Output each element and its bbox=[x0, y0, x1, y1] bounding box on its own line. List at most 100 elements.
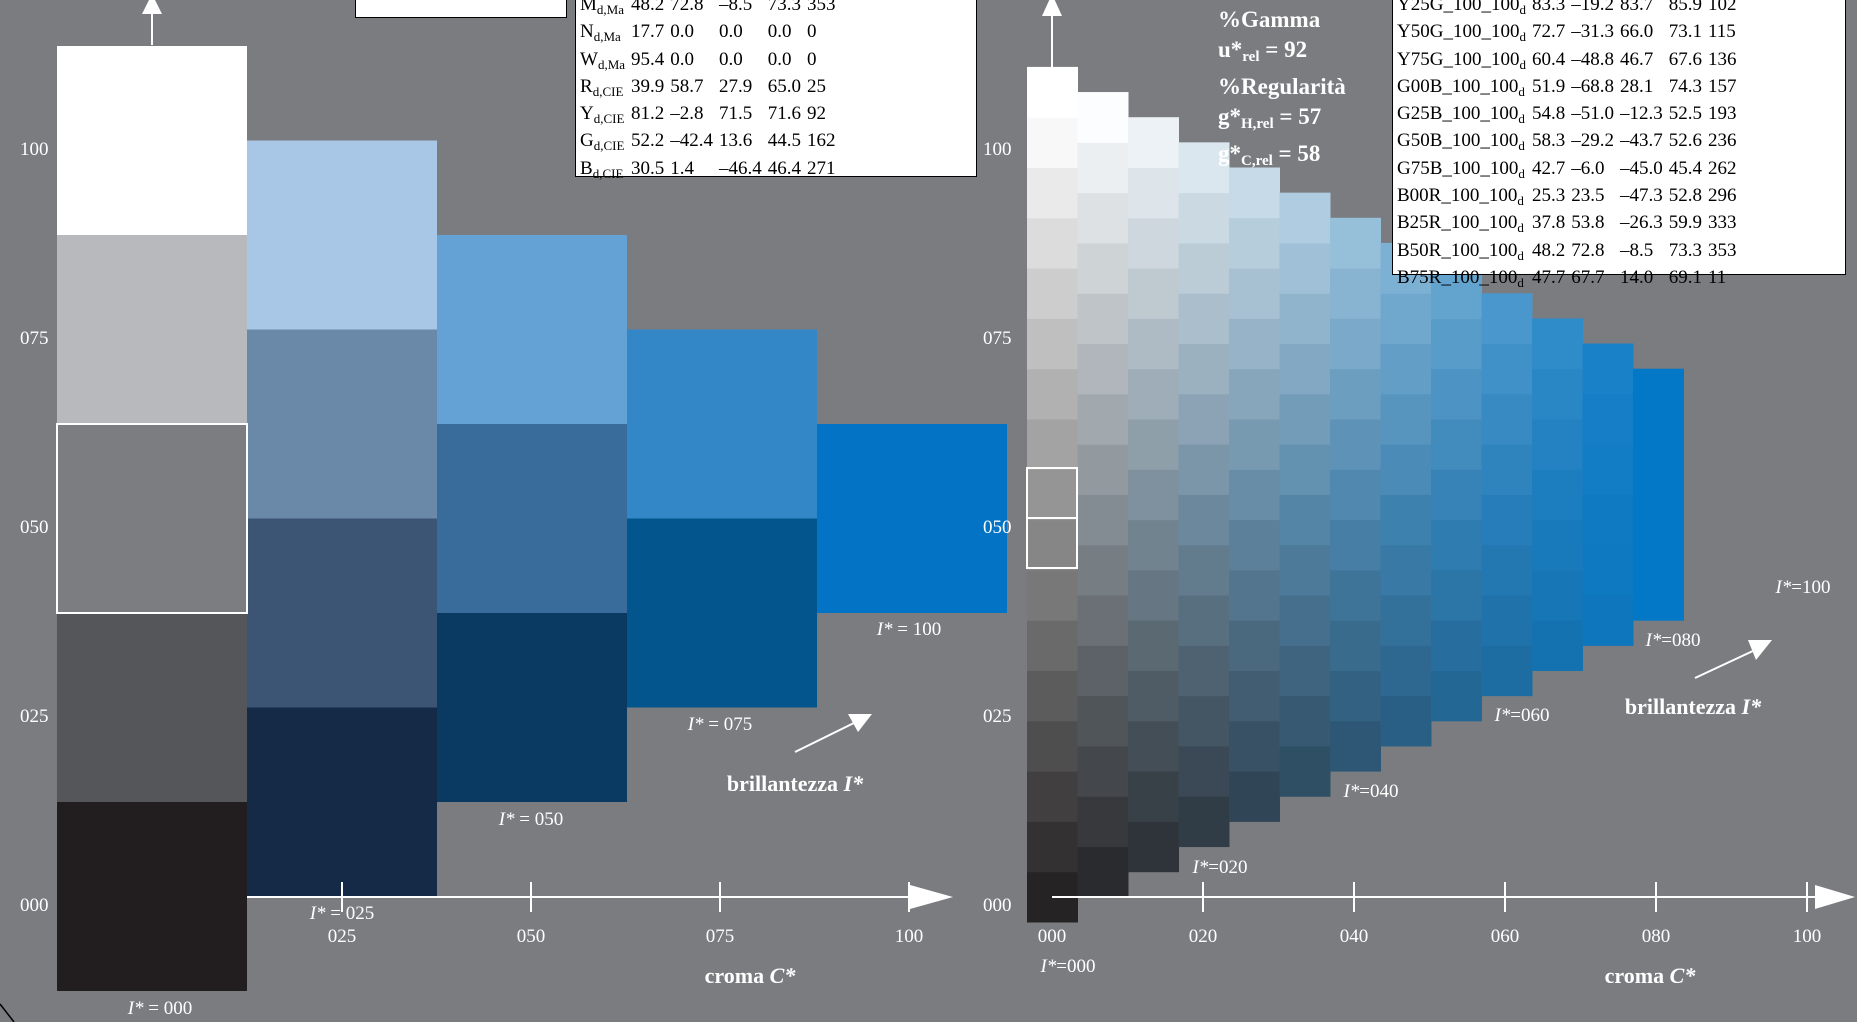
left-col-label-3: I* = 075 bbox=[687, 714, 753, 735]
table-cell: 44.5 bbox=[767, 130, 802, 152]
left-y-tick-000: 000 bbox=[20, 895, 49, 916]
r-swatch-c0-l12 bbox=[1027, 268, 1078, 319]
swatch-c1-l0 bbox=[247, 707, 437, 897]
table-row: Nd,Ma 17.7 0.0 0.0 0.0 0 bbox=[576, 21, 842, 48]
table-cell: 52.8 bbox=[1668, 185, 1702, 207]
left-y-tick-100: 100 bbox=[20, 139, 49, 160]
r-swatch-c3-l2 bbox=[1178, 695, 1230, 747]
table-cell: 39.9 bbox=[631, 75, 665, 97]
r-swatch-c10-l3 bbox=[1532, 469, 1583, 521]
left-col-label-1: I* = 025 bbox=[309, 903, 375, 924]
row-name-text: G bbox=[580, 130, 594, 152]
table-cell: 0.0 bbox=[767, 21, 792, 43]
table-cell: 47.7 bbox=[1531, 266, 1566, 288]
r-swatch-c5-l9 bbox=[1279, 293, 1331, 345]
swatch-c3-l0 bbox=[627, 518, 817, 708]
row-name-subscript: d bbox=[1517, 274, 1524, 290]
row-name-text: N bbox=[580, 21, 594, 43]
r-swatch-c11-l4 bbox=[1582, 393, 1634, 445]
r-swatch-c11-l3 bbox=[1582, 444, 1634, 495]
table-cell: 0.0 bbox=[670, 21, 695, 43]
table-row: Y25G_100_100d 83.3 –19.2 83.7 85.9 102 bbox=[1393, 0, 1742, 21]
r-swatch-c9-l3 bbox=[1481, 494, 1533, 546]
r-swatch-c3-l3 bbox=[1178, 645, 1230, 697]
table-cell: 162 bbox=[807, 130, 836, 152]
table-row: Wd,Ma 95.4 0.0 0.0 0.0 0 bbox=[576, 49, 842, 76]
row-name-subscript: d,Ma bbox=[596, 2, 624, 17]
row-name: B75R_100_100d bbox=[1393, 267, 1532, 294]
table-row: Yd,CIE 81.2 –2.8 71.5 71.6 92 bbox=[576, 103, 842, 130]
table-row: B00R_100_100d 25.3 23.5 –47.3 52.8 296 bbox=[1393, 185, 1742, 212]
r-swatch-c11-l2 bbox=[1582, 494, 1634, 546]
r-swatch-c5-l7 bbox=[1279, 393, 1331, 445]
table-cell: 48.2 bbox=[631, 0, 665, 15]
table-cell: 236 bbox=[1707, 130, 1737, 152]
left-x-axis-label: croma C* bbox=[705, 963, 797, 988]
left-lightness-arrowhead bbox=[848, 714, 872, 732]
table-row: Md,Ma 48.2 72.8 –8.5 73.3 353 bbox=[576, 0, 842, 21]
r-y-axis-arrowhead bbox=[1042, 0, 1062, 16]
table-cell: –51.0 bbox=[1571, 103, 1614, 125]
r-swatch-c1-l15 bbox=[1077, 92, 1129, 143]
table-cell: 30.5 bbox=[631, 157, 665, 179]
r-swatch-c7-l2 bbox=[1380, 595, 1432, 646]
r-swatch-c3-l4 bbox=[1178, 595, 1230, 646]
right-y-tick-050: 050 bbox=[983, 517, 1012, 538]
r-swatch-c10-l1 bbox=[1532, 569, 1583, 621]
swatch-c2-l0 bbox=[437, 613, 627, 802]
highlight-frame bbox=[56, 423, 248, 614]
r-swatch-c6-l5 bbox=[1330, 469, 1381, 521]
stat-sub: C,rel bbox=[1241, 153, 1273, 169]
r-swatch-c4-l10 bbox=[1229, 268, 1280, 319]
row-name-text: B50R_100_100 bbox=[1397, 239, 1518, 261]
row-name: Wd,Ma bbox=[576, 49, 631, 76]
table-row: B75R_100_100d 47.7 67.7 14.0 69.1 11 bbox=[1393, 267, 1742, 294]
table-cell: 14.0 bbox=[1619, 266, 1654, 288]
table-cell: –12.3 bbox=[1619, 103, 1663, 125]
row-name: B00R_100_100d bbox=[1393, 185, 1532, 212]
table-cell: –19.2 bbox=[1571, 0, 1614, 15]
r-swatch-c0-l2 bbox=[1027, 771, 1078, 822]
right-lightness-arrow-line bbox=[1694, 649, 1756, 679]
r-swatch-c8-l6 bbox=[1431, 368, 1482, 420]
left-lightness-label: brillantezza I* bbox=[727, 771, 864, 796]
table-row: Y75G_100_100d 60.4 –48.8 46.7 67.6 136 bbox=[1393, 49, 1742, 76]
r-swatch-c6-l0 bbox=[1330, 720, 1381, 772]
r-swatch-c0-l5 bbox=[1027, 620, 1078, 671]
r-swatch-c1-l8 bbox=[1077, 444, 1129, 495]
stat-main: u* bbox=[1218, 37, 1243, 62]
table-cell: 136 bbox=[1707, 48, 1737, 70]
table-cell: 67.6 bbox=[1668, 48, 1702, 70]
left-x-tick-100: 100 bbox=[895, 926, 924, 947]
gamut-stats: %Gamma u*rel = 92 %Regularità g*H,rel = 57 g… bbox=[1218, 5, 1378, 176]
r-swatch-c4-l0 bbox=[1229, 771, 1280, 822]
table-cell: 353 bbox=[1707, 239, 1737, 261]
left-y-tick-025: 025 bbox=[20, 706, 49, 727]
r-swatch-c12-l3 bbox=[1633, 419, 1684, 470]
r-swatch-c4-l7 bbox=[1229, 419, 1280, 470]
row-name: Yd,CIE bbox=[576, 103, 631, 130]
row-name-subscript: d bbox=[1519, 2, 1526, 17]
r-swatch-c1-l14 bbox=[1077, 142, 1129, 194]
r-swatch-c10-l5 bbox=[1532, 368, 1583, 420]
row-name-subscript: d bbox=[1517, 247, 1524, 263]
right-col-label-1: I*=020 bbox=[1191, 857, 1247, 878]
table-cell: 81.2 bbox=[631, 103, 665, 125]
left-data-table: Md,Ma 48.2 72.8 –8.5 73.3 353 Nd,Ma 17.7 0.0 0.0 0… bbox=[575, 0, 977, 181]
stat-sub: H,rel bbox=[1241, 116, 1274, 132]
row-name-text: R bbox=[580, 75, 593, 97]
table-cell: 353 bbox=[807, 0, 836, 15]
row-name-subscript: d bbox=[1517, 193, 1524, 209]
right-x-tick-000: 000 bbox=[1038, 926, 1067, 947]
left-x-tick-025: 025 bbox=[328, 926, 357, 947]
r-swatch-c9-l1 bbox=[1481, 595, 1533, 646]
table-row: G50B_100_100d 58.3 –29.2 –43.7 52.6 236 bbox=[1393, 130, 1742, 157]
row-name-subscript: d bbox=[1518, 165, 1525, 181]
right-x-tick-080: 080 bbox=[1642, 926, 1671, 947]
r-swatch-c8-l0 bbox=[1431, 670, 1482, 722]
row-name: G50B_100_100d bbox=[1393, 130, 1532, 157]
table-cell: 52.6 bbox=[1668, 130, 1702, 152]
row-name: Md,Ma bbox=[576, 0, 631, 21]
row-name-text: G50B_100_100 bbox=[1397, 130, 1519, 152]
